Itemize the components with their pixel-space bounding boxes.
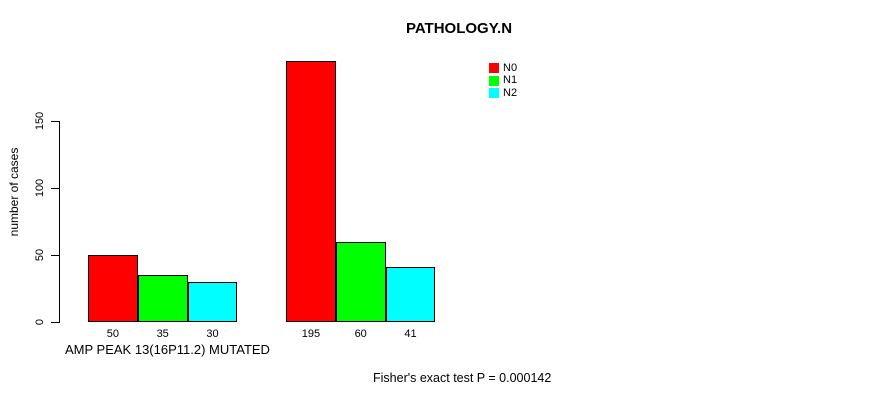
legend-swatch-n0 bbox=[489, 63, 499, 74]
y-axis-tick-label-100: 100 bbox=[34, 178, 46, 198]
y-axis-tick-label-0: 0 bbox=[34, 318, 46, 326]
y-axis-tick-100 bbox=[51, 188, 59, 189]
bar-n1-group2 bbox=[335, 242, 386, 322]
bar-value-label-n0-group2: 195 bbox=[301, 328, 321, 340]
legend-item-label: N1 bbox=[503, 74, 518, 87]
x-axis-label: AMP PEAK 13(16P11.2) MUTATED bbox=[65, 342, 270, 357]
stats-annotation: Fisher's exact test P = 0.000142 bbox=[373, 371, 552, 385]
y-axis-tick-label-50: 50 bbox=[34, 248, 46, 262]
y-axis-tick-150 bbox=[51, 121, 59, 122]
legend-item-n2: N2 bbox=[489, 87, 517, 100]
legend-item-n1: N1 bbox=[489, 75, 517, 88]
chart-title: PATHOLOGY.N bbox=[405, 20, 513, 37]
y-axis-tick-50 bbox=[51, 255, 59, 256]
bar-value-label-n2-group2: 41 bbox=[404, 328, 417, 340]
y-axis-tick-0 bbox=[51, 322, 59, 323]
y-axis-tick-label-150: 150 bbox=[34, 111, 46, 131]
bar-n1-group1 bbox=[137, 275, 188, 322]
y-axis-label: number of cases bbox=[7, 147, 21, 237]
bar-value-label-n0-group1: 50 bbox=[106, 328, 120, 340]
legend-item-label: N0 bbox=[503, 61, 518, 74]
bar-n2-group1 bbox=[187, 282, 238, 322]
bar-value-label-n2-group1: 30 bbox=[206, 328, 219, 340]
bar-n2-group2 bbox=[385, 267, 436, 322]
legend-swatch-n1 bbox=[489, 75, 499, 86]
legend-item-n0: N0 bbox=[489, 62, 517, 75]
bar-value-label-n1-group1: 35 bbox=[156, 328, 169, 340]
legend: N0 N1 N2 bbox=[489, 62, 517, 100]
bar-value-label-n1-group2: 60 bbox=[354, 328, 367, 340]
bar-n0-group1 bbox=[88, 255, 138, 322]
legend-item-label: N2 bbox=[503, 86, 518, 99]
y-axis-line bbox=[59, 121, 60, 323]
bar-n0-group2 bbox=[286, 61, 336, 322]
legend-swatch-n2 bbox=[489, 88, 499, 99]
